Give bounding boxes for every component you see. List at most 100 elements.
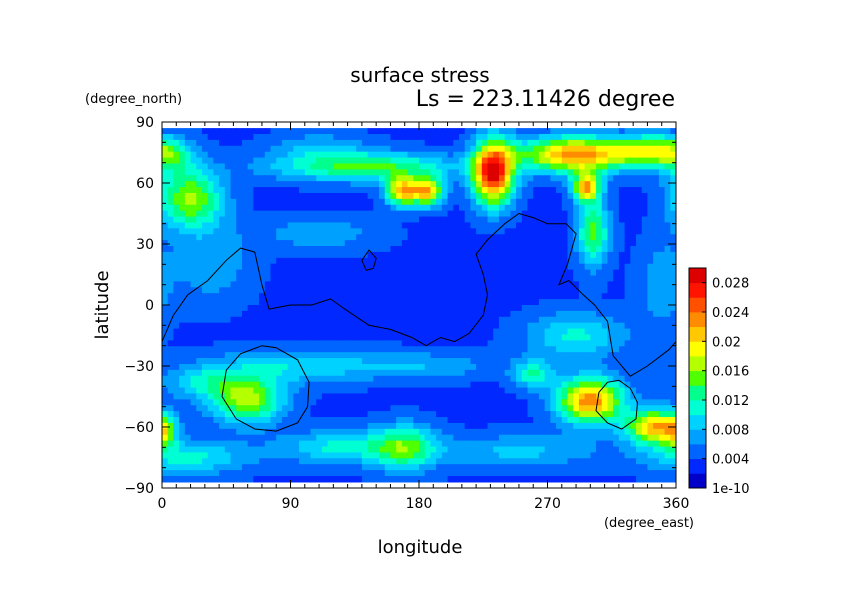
heatmap-cell [601, 181, 609, 188]
heatmap-cell [293, 316, 300, 324]
heatmap-cell [670, 222, 676, 229]
heatmap-cell [521, 352, 529, 359]
heatmap-cell [373, 145, 380, 153]
heatmap-cell [458, 440, 466, 448]
heatmap-cell [264, 204, 272, 212]
heatmap-cell [241, 145, 249, 153]
heatmap-cell [184, 422, 192, 430]
heatmap-cell [493, 134, 500, 141]
heatmap-cell [350, 151, 357, 159]
heatmap-cell [293, 222, 300, 229]
heatmap-cell [624, 322, 631, 330]
heatmap-cell [458, 381, 466, 389]
heatmap-cell [196, 157, 203, 165]
heatmap-cell [339, 281, 346, 288]
heatmap-cell [464, 322, 471, 330]
heatmap-cell [590, 251, 597, 259]
heatmap-cell [636, 128, 643, 135]
heatmap-cell [493, 181, 500, 188]
heatmap-cell [396, 352, 403, 359]
heatmap-cell [276, 234, 283, 241]
heatmap-cell [276, 181, 283, 188]
heatmap-cell [213, 316, 220, 324]
heatmap-cell [607, 281, 614, 288]
heatmap-cell [436, 246, 443, 253]
heatmap-cell [287, 246, 294, 253]
heatmap-cell [339, 157, 346, 165]
heatmap-cell [430, 352, 437, 359]
heatmap-cell [270, 340, 277, 347]
heatmap-cell [447, 251, 454, 259]
heatmap-cell [367, 411, 374, 418]
heatmap-cell [653, 175, 660, 182]
heatmap-cell [253, 163, 260, 170]
heatmap-cell [641, 145, 649, 153]
heatmap-cell [458, 240, 466, 247]
heatmap-cell [270, 322, 277, 330]
heatmap-cell [624, 134, 631, 141]
heatmap-cell [498, 369, 506, 377]
heatmap-cell [201, 204, 209, 212]
heatmap-cell [596, 139, 603, 147]
heatmap-cell [510, 387, 517, 395]
heatmap-cell [299, 310, 306, 318]
heatmap-cell [430, 287, 437, 294]
heatmap-cell [207, 145, 214, 153]
heatmap-cell [384, 417, 392, 424]
heatmap-cell [487, 346, 494, 353]
heatmap-cell [247, 446, 254, 454]
heatmap-cell [304, 387, 312, 395]
heatmap-cell [481, 234, 489, 241]
heatmap-cell [533, 163, 540, 170]
heatmap-cell [401, 428, 409, 436]
heatmap-cell [533, 411, 540, 418]
heatmap-cell [527, 299, 534, 306]
heatmap-cell [247, 204, 254, 212]
heatmap-cell [396, 417, 403, 424]
heatmap-cell [167, 446, 175, 454]
heatmap-cell [419, 363, 426, 371]
heatmap-cell [390, 422, 397, 430]
heatmap-cell [219, 305, 226, 312]
heatmap-cell [658, 210, 666, 218]
heatmap-cell [241, 269, 249, 277]
heatmap-cell [213, 269, 220, 277]
heatmap-cell [613, 234, 620, 241]
heatmap-cell [304, 352, 312, 359]
heatmap-cell [578, 192, 586, 200]
heatmap-cell [590, 310, 597, 318]
heatmap-cell [596, 316, 603, 324]
heatmap-cell [367, 128, 374, 135]
heatmap-cell [658, 281, 666, 288]
heatmap-cell [230, 299, 237, 306]
heatmap-cell [173, 187, 180, 194]
heatmap-cell [458, 257, 466, 265]
heatmap-cell [419, 210, 426, 218]
heatmap-cell [213, 222, 220, 229]
heatmap-cell [213, 340, 220, 347]
heatmap-cell [561, 251, 569, 259]
heatmap-cell [264, 187, 272, 194]
heatmap-cell [321, 452, 329, 459]
heatmap-cell [447, 375, 454, 383]
heatmap-cell [333, 287, 340, 294]
heatmap-cell [630, 334, 637, 341]
heatmap-cell [339, 204, 346, 212]
heatmap-cell [339, 287, 346, 294]
heatmap-cell [190, 269, 197, 277]
heatmap-cell [636, 293, 643, 300]
heatmap-cell [201, 352, 209, 359]
heatmap-cell [567, 352, 574, 359]
heatmap-cell [424, 240, 432, 247]
heatmap-cell [201, 310, 209, 318]
heatmap-cell [213, 322, 220, 330]
heatmap-cell [384, 310, 392, 318]
heatmap-cell [630, 228, 637, 235]
heatmap-cell [207, 134, 214, 141]
heatmap-cell [641, 387, 649, 395]
heatmap-cell [481, 263, 489, 271]
heatmap-cell [401, 187, 409, 194]
heatmap-cell [350, 422, 357, 430]
heatmap-cell [236, 222, 243, 229]
heatmap-cell [590, 340, 597, 347]
